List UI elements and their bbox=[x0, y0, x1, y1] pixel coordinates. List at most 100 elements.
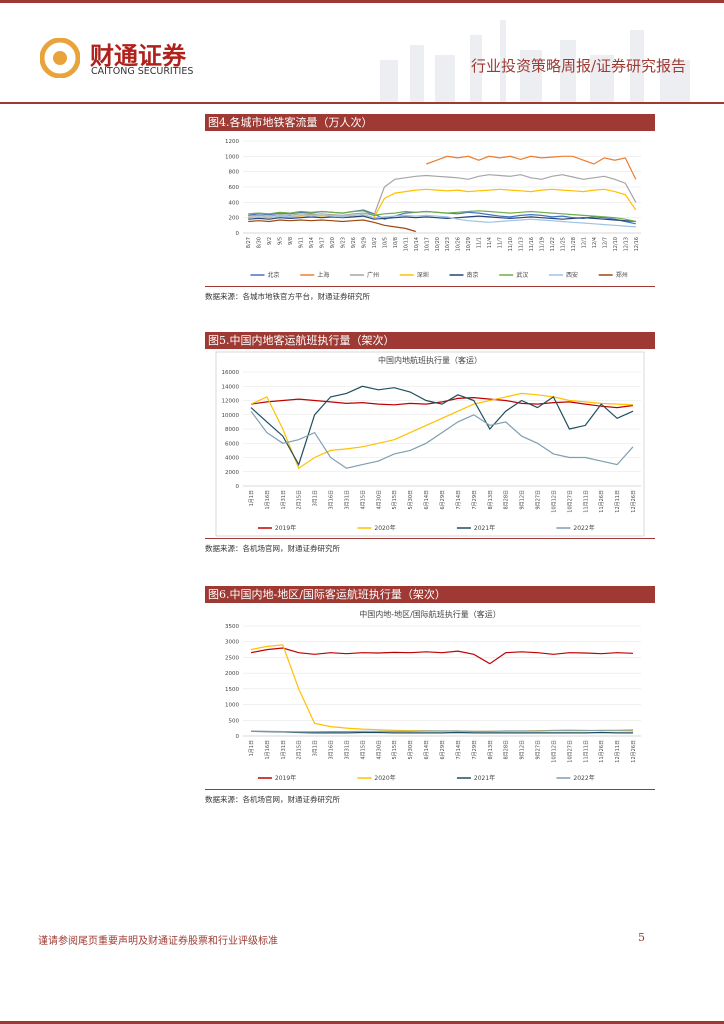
series-line bbox=[248, 188, 637, 219]
x-tick-label: 11月11日 bbox=[583, 490, 589, 513]
x-tick-label: 9/14 bbox=[309, 237, 315, 248]
chart-frame bbox=[215, 351, 645, 537]
x-tick-label: 10/2 bbox=[372, 237, 378, 248]
y-tick-label: 4000 bbox=[225, 456, 239, 462]
x-tick-label: 10/20 bbox=[435, 237, 441, 251]
legend-label: 2022年 bbox=[573, 774, 594, 782]
chart: 0 200 400 600 800 1000 1200 8/27 8/30 9/2 9/5 9/8 9/… bbox=[225, 139, 641, 279]
x-tick-label: 9/17 bbox=[320, 237, 326, 248]
series-line bbox=[250, 644, 634, 732]
x-tick-label: 8/27 bbox=[246, 237, 252, 248]
x-tick-label: 11/1 bbox=[477, 237, 483, 248]
x-tick-label: 8月28日 bbox=[504, 490, 510, 510]
y-tick-label: 2500 bbox=[225, 655, 239, 661]
y-tick-label: 800 bbox=[229, 170, 240, 176]
x-tick-label: 7月14日 bbox=[456, 490, 462, 510]
y-tick-label: 1500 bbox=[225, 687, 239, 693]
y-tick-label: 0 bbox=[236, 734, 240, 740]
x-tick-label: 7月29日 bbox=[472, 490, 478, 510]
y-tick-label: 2000 bbox=[225, 671, 239, 677]
x-tick-label: 9/11 bbox=[299, 237, 305, 248]
y-tick-label: 3500 bbox=[225, 624, 239, 630]
x-tick-label: 1月1日 bbox=[249, 740, 255, 756]
x-tick-label: 1月16日 bbox=[265, 490, 271, 510]
x-tick-label: 10月12日 bbox=[551, 740, 557, 763]
x-tick-label: 10月27日 bbox=[567, 740, 573, 763]
x-tick-label: 8/30 bbox=[257, 237, 263, 248]
x-tick-label: 12月11日 bbox=[615, 490, 621, 513]
x-tick-label: 11/22 bbox=[550, 237, 556, 251]
x-tick-label: 10/5 bbox=[382, 237, 388, 248]
y-tick-label: 1000 bbox=[225, 154, 239, 160]
y-tick-label: 10000 bbox=[222, 413, 240, 419]
series-line bbox=[248, 213, 636, 228]
x-tick-label: 7月14日 bbox=[456, 740, 462, 760]
legend-label: 武汉 bbox=[516, 271, 528, 279]
x-tick-label: 2月15日 bbox=[297, 490, 303, 510]
y-tick-label: 16000 bbox=[222, 370, 240, 376]
x-tick-label: 5月30日 bbox=[408, 740, 414, 760]
x-tick-label: 5月30日 bbox=[408, 490, 414, 510]
legend-label: 上海 bbox=[317, 271, 329, 279]
series-line bbox=[250, 396, 634, 409]
x-tick-label: 9月27日 bbox=[536, 740, 542, 760]
legend-label: 2019年 bbox=[275, 524, 296, 532]
page-number: 5 bbox=[638, 931, 645, 944]
x-tick-label: 11月26日 bbox=[599, 490, 605, 513]
x-tick-label: 9月27日 bbox=[536, 490, 542, 510]
x-tick-label: 11月11日 bbox=[583, 740, 589, 763]
x-tick-label: 10/14 bbox=[414, 237, 420, 251]
x-tick-label: 1月16日 bbox=[265, 740, 271, 760]
series-line bbox=[250, 730, 633, 734]
x-tick-label: 9/20 bbox=[330, 237, 336, 248]
y-tick-label: 400 bbox=[229, 200, 240, 206]
chart: 中国内地-地区/国际航班执行量（客运） 0 500 1000 1500 2000 2500 3… bbox=[225, 609, 641, 782]
x-tick-label: 3月31日 bbox=[344, 740, 350, 760]
x-tick-label: 6月29日 bbox=[440, 490, 446, 510]
x-tick-label: 10月27日 bbox=[567, 490, 573, 513]
y-tick-label: 6000 bbox=[225, 441, 239, 447]
x-tick-label: 11/10 bbox=[508, 237, 514, 251]
x-tick-label: 12/7 bbox=[602, 237, 608, 248]
x-tick-label: 3月31日 bbox=[344, 490, 350, 510]
y-tick-label: 0 bbox=[236, 484, 240, 490]
x-tick-label: 3月1日 bbox=[313, 490, 319, 506]
chart-title: 中国内地航班执行量（客运） bbox=[378, 355, 482, 365]
x-tick-label: 3月16日 bbox=[329, 740, 335, 760]
brand-en: CAITONG SECURITIES bbox=[91, 66, 194, 77]
x-tick-label: 3月16日 bbox=[329, 490, 335, 510]
y-tick-label: 3000 bbox=[225, 640, 239, 646]
logo-icon bbox=[40, 38, 80, 78]
x-tick-label: 5月15日 bbox=[392, 740, 398, 760]
x-tick-label: 12/1 bbox=[581, 237, 587, 248]
report-type: 行业投资策略周报/证券研究报告 bbox=[470, 57, 686, 75]
series-line bbox=[248, 219, 416, 233]
series-line bbox=[250, 410, 634, 469]
skyline bbox=[380, 20, 690, 102]
x-tick-label: 12/4 bbox=[592, 237, 598, 248]
y-tick-label: 12000 bbox=[222, 399, 240, 405]
series-line bbox=[250, 385, 634, 467]
x-tick-label: 11/19 bbox=[540, 237, 546, 251]
x-tick-label: 12/13 bbox=[623, 237, 629, 251]
x-tick-label: 11月26日 bbox=[599, 740, 605, 763]
y-tick-label: 500 bbox=[229, 718, 240, 724]
chart-title: 中国内地-地区/国际航班执行量（客运） bbox=[359, 609, 501, 619]
x-tick-label: 11/13 bbox=[519, 237, 525, 251]
y-tick-label: 200 bbox=[229, 216, 240, 222]
x-tick-label: 11/25 bbox=[560, 237, 566, 251]
legend-label: 2021年 bbox=[474, 774, 495, 782]
x-tick-label: 1月31日 bbox=[281, 490, 287, 510]
legend-label: 2021年 bbox=[474, 524, 495, 532]
source: 数据来源：各机场官网，财通证券研究所 bbox=[205, 538, 655, 554]
x-tick-label: 9月12日 bbox=[520, 490, 526, 510]
y-tick-label: 2000 bbox=[225, 470, 239, 476]
y-tick-label: 1000 bbox=[225, 703, 239, 709]
series-line bbox=[250, 647, 634, 665]
x-tick-label: 10/26 bbox=[456, 237, 462, 251]
x-tick-label: 9/23 bbox=[341, 237, 347, 248]
x-tick-label: 12月26日 bbox=[631, 740, 637, 763]
disclaimer: 谨请参阅尾页重要声明及财通证券股票和行业评级标准 bbox=[38, 936, 278, 947]
y-tick-label: 600 bbox=[229, 185, 240, 191]
x-tick-label: 11/4 bbox=[487, 237, 493, 248]
